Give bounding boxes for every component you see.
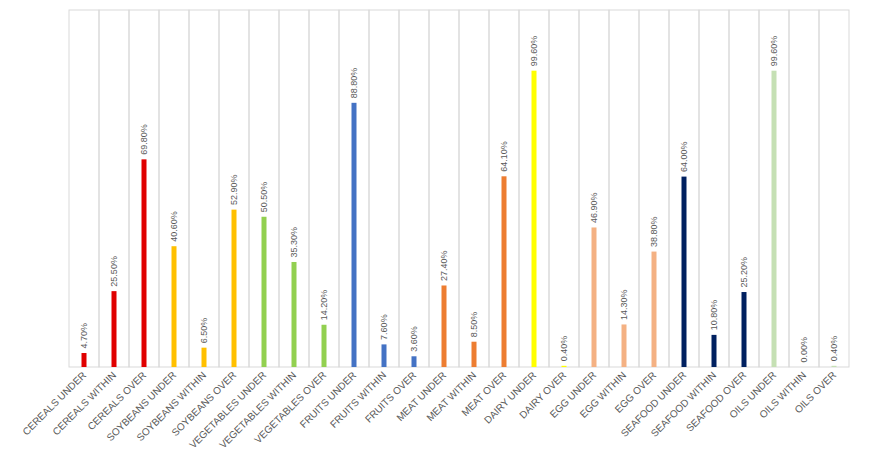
- svg-text:3.60%: 3.60%: [409, 326, 419, 352]
- svg-text:52.90%: 52.90%: [229, 175, 239, 206]
- svg-text:40.60%: 40.60%: [169, 211, 179, 242]
- svg-text:FRUITS UNDER: FRUITS UNDER: [297, 369, 359, 430]
- svg-text:DAIRY UNDER: DAIRY UNDER: [482, 369, 538, 425]
- svg-text:0.40%: 0.40%: [829, 336, 839, 362]
- svg-text:EGG OVER: EGG OVER: [612, 369, 659, 415]
- svg-text:99.60%: 99.60%: [769, 36, 779, 67]
- svg-text:88.80%: 88.80%: [349, 68, 359, 99]
- svg-text:EGG WITHIN: EGG WITHIN: [577, 369, 629, 420]
- svg-text:SOYBEANS UNDER: SOYBEANS UNDER: [104, 369, 179, 444]
- svg-text:EGG UNDER: EGG UNDER: [547, 369, 599, 420]
- svg-text:38.80%: 38.80%: [649, 217, 659, 248]
- svg-text:8.50%: 8.50%: [469, 312, 479, 338]
- svg-text:10.80%: 10.80%: [709, 300, 719, 331]
- svg-text:SOYBEANS OVER: SOYBEANS OVER: [169, 369, 239, 439]
- svg-text:0.00%: 0.00%: [799, 337, 809, 363]
- svg-text:7.60%: 7.60%: [379, 314, 389, 340]
- svg-text:SEAFOOD UNDER: SEAFOOD UNDER: [618, 369, 689, 439]
- svg-text:SEAFOOD OVER: SEAFOOD OVER: [683, 369, 749, 434]
- svg-text:OILS WITHIN: OILS WITHIN: [757, 369, 809, 421]
- svg-text:14.20%: 14.20%: [319, 290, 329, 321]
- svg-text:CEREALS WITHIN: CEREALS WITHIN: [50, 369, 119, 438]
- svg-text:MEAT WITHIN: MEAT WITHIN: [424, 369, 479, 424]
- svg-text:69.80%: 69.80%: [139, 124, 149, 155]
- svg-text:35.30%: 35.30%: [289, 227, 299, 258]
- svg-text:46.90%: 46.90%: [589, 192, 599, 223]
- svg-text:OILS UNDER: OILS UNDER: [727, 369, 779, 421]
- svg-text:DAIRY OVER: DAIRY OVER: [517, 369, 569, 421]
- svg-text:CEREALS OVER: CEREALS OVER: [85, 369, 149, 433]
- svg-text:25.20%: 25.20%: [739, 257, 749, 288]
- svg-text:25.50%: 25.50%: [109, 256, 119, 287]
- svg-text:OILS OVER: OILS OVER: [792, 369, 838, 415]
- svg-text:14.30%: 14.30%: [619, 289, 629, 320]
- svg-text:0.40%: 0.40%: [559, 336, 569, 362]
- svg-text:27.40%: 27.40%: [439, 250, 449, 281]
- svg-text:FRUITS WITHIN: FRUITS WITHIN: [327, 369, 389, 430]
- svg-text:4.70%: 4.70%: [79, 323, 89, 349]
- svg-text:VEGETABLES OVER: VEGETABLES OVER: [252, 369, 329, 446]
- svg-text:6.50%: 6.50%: [199, 318, 209, 344]
- svg-text:SOYBEANS WITHIN: SOYBEANS WITHIN: [134, 369, 209, 444]
- svg-text:MEAT OVER: MEAT OVER: [459, 369, 509, 419]
- svg-text:50.50%: 50.50%: [259, 182, 269, 213]
- svg-text:VEGETABLES WITHIN: VEGETABLES WITHIN: [217, 369, 299, 451]
- svg-text:64.00%: 64.00%: [679, 142, 689, 173]
- svg-text:CEREALS UNDER: CEREALS UNDER: [20, 369, 89, 438]
- svg-text:FRUITS OVER: FRUITS OVER: [363, 369, 418, 424]
- svg-text:64.10%: 64.10%: [499, 141, 509, 172]
- svg-text:MEAT UNDER: MEAT UNDER: [394, 369, 449, 424]
- svg-text:VEGETABLES UNDER: VEGETABLES UNDER: [187, 369, 269, 451]
- svg-text:SEAFOOD WITHIN: SEAFOOD WITHIN: [648, 369, 719, 439]
- svg-text:99.60%: 99.60%: [529, 36, 539, 67]
